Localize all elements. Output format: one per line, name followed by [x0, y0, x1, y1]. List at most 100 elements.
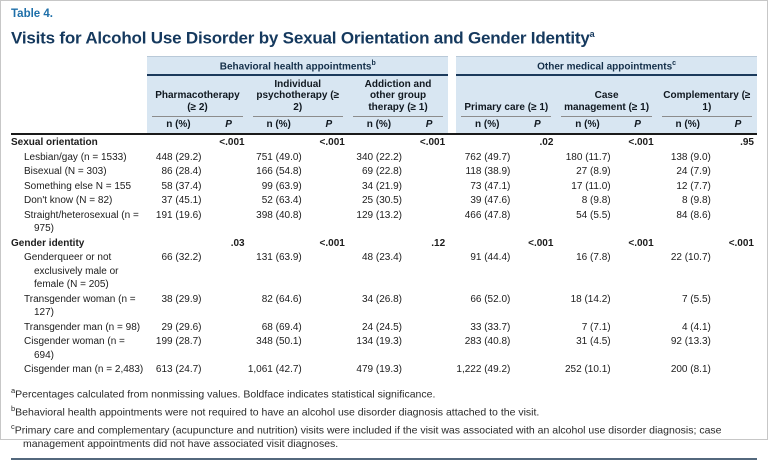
n-percent-cell: 37 (45.1) — [161, 195, 202, 207]
p-value-cell: <.001 — [419, 137, 446, 149]
n-percent-cell: 348 (50.1) — [256, 336, 302, 348]
empty-p-cell — [719, 150, 757, 165]
empty-p-cell — [619, 362, 657, 377]
n-percent-header: n (%) — [247, 117, 310, 136]
n-percent-cell: 8 (9.8) — [681, 195, 711, 207]
empty-p-cell — [410, 334, 448, 362]
empty-p-cell — [719, 334, 757, 362]
n-percent-cell: 25 (30.5) — [361, 195, 402, 207]
empty-p-cell — [410, 292, 448, 320]
n-percent-cell: 16 (7.8) — [576, 252, 611, 264]
empty-p-cell — [410, 250, 448, 292]
stub-header-cell — [11, 74, 148, 118]
n-percent-header: n (%) — [456, 117, 519, 136]
p-value-header: P — [618, 117, 657, 136]
empty-p-cell — [410, 164, 448, 179]
n-percent-cell: 199 (28.7) — [155, 336, 202, 348]
empty-p-cell — [619, 334, 657, 362]
column-header-label: Addiction and other group therapy (≥ 1) — [352, 76, 444, 118]
footnote-marker: c — [11, 421, 15, 431]
row-label: Lesbian/gay (n = 1533) — [11, 150, 147, 165]
row-label-text: Cisgender woman (n = 694) — [24, 336, 125, 361]
empty-p-cell — [310, 334, 348, 362]
p-value-header: P — [309, 117, 348, 136]
empty-p-cell — [410, 362, 448, 377]
n-percent-cell: 22 (10.7) — [670, 252, 711, 264]
page-title: Visits for Alcohol Use Disorder by Sexua… — [11, 24, 757, 49]
group-gap-cell — [448, 334, 457, 363]
n-percent-cell: 24 (24.5) — [361, 321, 402, 333]
row-label-text: Something else N = 155 — [24, 180, 132, 192]
p-value-cell: <.001 — [319, 237, 345, 249]
footnote-a: aPercentages calculated from nonmissing … — [11, 385, 436, 401]
n-percent-header: n (%) — [347, 117, 410, 136]
empty-p-cell — [518, 334, 556, 362]
n-percent-cell: 34 (21.9) — [361, 180, 402, 192]
empty-p-cell — [210, 208, 248, 236]
table-row: Something else N = 155 58 (37.4) 99 (63.9)… — [11, 178, 757, 194]
column-header-row: Pharmacotherapy (≥ 2) Individual psychoth… — [11, 74, 757, 118]
empty-p-cell — [310, 208, 348, 236]
footnotes: aPercentages calculated from nonmissing … — [11, 384, 757, 452]
n-percent-cell: 1,061 (42.7) — [247, 364, 302, 376]
empty-p-cell — [518, 193, 556, 208]
empty-cell — [248, 134, 310, 150]
row-label-text: Straight/heterosexual (n = 975) — [24, 209, 139, 235]
empty-p-cell — [518, 250, 556, 292]
row-label-text: Genderqueer or not exclusively male or f… — [24, 252, 119, 291]
column-header-0: Pharmacotherapy (≥ 2) — [147, 74, 248, 118]
section-label: Sexual orientation — [11, 137, 98, 149]
n-percent-cell: 7 (5.5) — [681, 293, 711, 305]
empty-cell — [556, 134, 618, 150]
group-gap-cell — [448, 134, 457, 150]
n-percent-cell: 24 (7.9) — [676, 166, 711, 178]
p-value-cell: .02 — [539, 137, 554, 149]
n-percent-cell: 66 (52.0) — [470, 293, 511, 305]
section-row: Sexual orientation <.001 <.001 <.001 .02 <.00… — [11, 134, 757, 150]
n-percent-cell: 38 (29.9) — [161, 293, 202, 305]
table-row: Bisexual (N = 303) 86 (28.4) 166 (54.8) 69 … — [11, 164, 757, 179]
n-percent-cell: 466 (47.8) — [464, 209, 511, 221]
empty-p-cell — [310, 250, 348, 292]
n-percent-cell: 27 (8.9) — [576, 166, 611, 178]
row-label: Cisgender man (n = 2,483) — [11, 362, 147, 377]
n-percent-cell: 1,222 (49.2) — [456, 364, 511, 376]
n-percent-cell: 73 (47.1) — [470, 180, 511, 192]
n-percent-cell: 91 (44.4) — [470, 252, 511, 264]
n-percent-cell: 166 (54.8) — [256, 166, 302, 178]
footnote-marker: a — [11, 385, 16, 395]
p-value-cell: .12 — [431, 237, 446, 249]
group-gap-cell — [448, 193, 457, 208]
empty-cell — [248, 236, 310, 251]
empty-cell — [147, 134, 209, 150]
empty-p-cell — [518, 362, 556, 377]
n-percent-cell: 8 (9.8) — [581, 195, 611, 207]
n-percent-cell: 448 (29.2) — [155, 151, 202, 163]
empty-cell — [147, 236, 209, 251]
group-gap-cell — [448, 291, 457, 320]
n-percent-cell: 134 (19.3) — [356, 336, 402, 348]
p-value-header: P — [718, 117, 757, 136]
empty-p-cell — [719, 320, 757, 335]
n-percent-cell: 191 (19.6) — [155, 209, 202, 221]
n-percent-cell: 48 (23.4) — [361, 252, 402, 264]
n-percent-cell: 138 (9.0) — [670, 151, 711, 163]
group-gap-cell — [448, 235, 457, 251]
empty-p-cell — [310, 320, 348, 335]
empty-p-cell — [310, 164, 348, 179]
n-percent-cell: 751 (49.0) — [256, 151, 302, 163]
table-row: Cisgender woman (n = 694) 199 (28.7) 348 (… — [11, 334, 757, 363]
column-header-5: Complementary (≥ 1) — [656, 74, 757, 118]
row-label: Straight/heterosexual (n = 975) — [11, 208, 147, 236]
empty-p-cell — [518, 164, 556, 179]
row-label: Something else N = 155 — [11, 179, 147, 194]
band-footnote-marker: c — [672, 59, 677, 67]
empty-p-cell — [210, 193, 248, 208]
column-header-2: Addiction and other group therapy (≥ 1) — [347, 74, 449, 118]
table-number-label: Table 4. — [11, 8, 53, 20]
row-label: Transgender man (n = 98) — [11, 320, 147, 335]
n-percent-cell: 69 (22.8) — [361, 166, 402, 178]
section-label: Gender identity — [11, 237, 85, 249]
band-header-row: Behavioral health appointmentsb Other med… — [11, 55, 757, 76]
row-label: Genderqueer or not exclusively male or f… — [11, 250, 147, 292]
